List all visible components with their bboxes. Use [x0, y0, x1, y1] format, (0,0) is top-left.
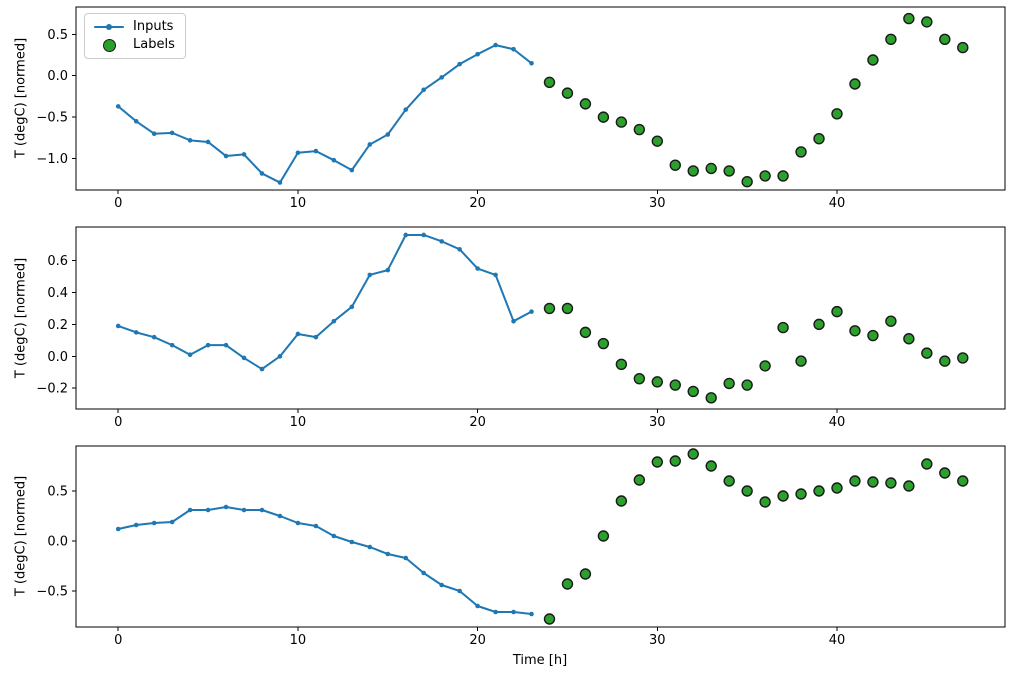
svg-text:30: 30: [649, 633, 666, 648]
svg-text:0.2: 0.2: [47, 318, 68, 333]
svg-text:30: 30: [649, 196, 666, 211]
svg-text:0.5: 0.5: [47, 28, 68, 43]
svg-text:0: 0: [114, 633, 122, 648]
svg-text:−1.0: −1.0: [36, 152, 68, 167]
svg-text:0.4: 0.4: [47, 286, 68, 301]
svg-text:0: 0: [114, 415, 122, 430]
legend-entry-labels: Labels: [93, 36, 175, 54]
svg-text:0: 0: [114, 196, 122, 211]
y-axis-label-subplot-1: T (degC) [normed]: [13, 37, 29, 159]
svg-text:0.6: 0.6: [47, 254, 68, 269]
legend: Inputs Labels: [84, 13, 186, 59]
svg-text:10: 10: [290, 415, 307, 430]
inputs-line-marker-icon: [93, 24, 125, 30]
svg-text:0.0: 0.0: [47, 535, 68, 550]
svg-text:30: 30: [649, 415, 666, 430]
y-axis-label-subplot-3: T (degC) [normed]: [13, 475, 29, 597]
svg-text:10: 10: [290, 196, 307, 211]
svg-text:40: 40: [829, 633, 846, 648]
legend-labels-label: Labels: [133, 37, 175, 52]
svg-text:20: 20: [469, 196, 486, 211]
svg-text:40: 40: [829, 196, 846, 211]
svg-text:0.0: 0.0: [47, 350, 68, 365]
svg-text:−0.5: −0.5: [36, 585, 68, 600]
legend-inputs-label: Inputs: [133, 19, 174, 34]
legend-entry-inputs: Inputs: [93, 18, 175, 36]
y-axis-label-subplot-2: T (degC) [normed]: [13, 257, 29, 379]
svg-text:−0.2: −0.2: [36, 382, 68, 397]
svg-text:10: 10: [290, 633, 307, 648]
svg-text:20: 20: [469, 415, 486, 430]
x-axis-label: Time [h]: [512, 653, 568, 668]
svg-text:20: 20: [469, 633, 486, 648]
svg-text:0.5: 0.5: [47, 485, 68, 500]
svg-text:−0.5: −0.5: [36, 111, 68, 126]
labels-circle-marker-icon: [93, 38, 125, 52]
svg-text:40: 40: [829, 415, 846, 430]
svg-text:0.0: 0.0: [47, 69, 68, 84]
